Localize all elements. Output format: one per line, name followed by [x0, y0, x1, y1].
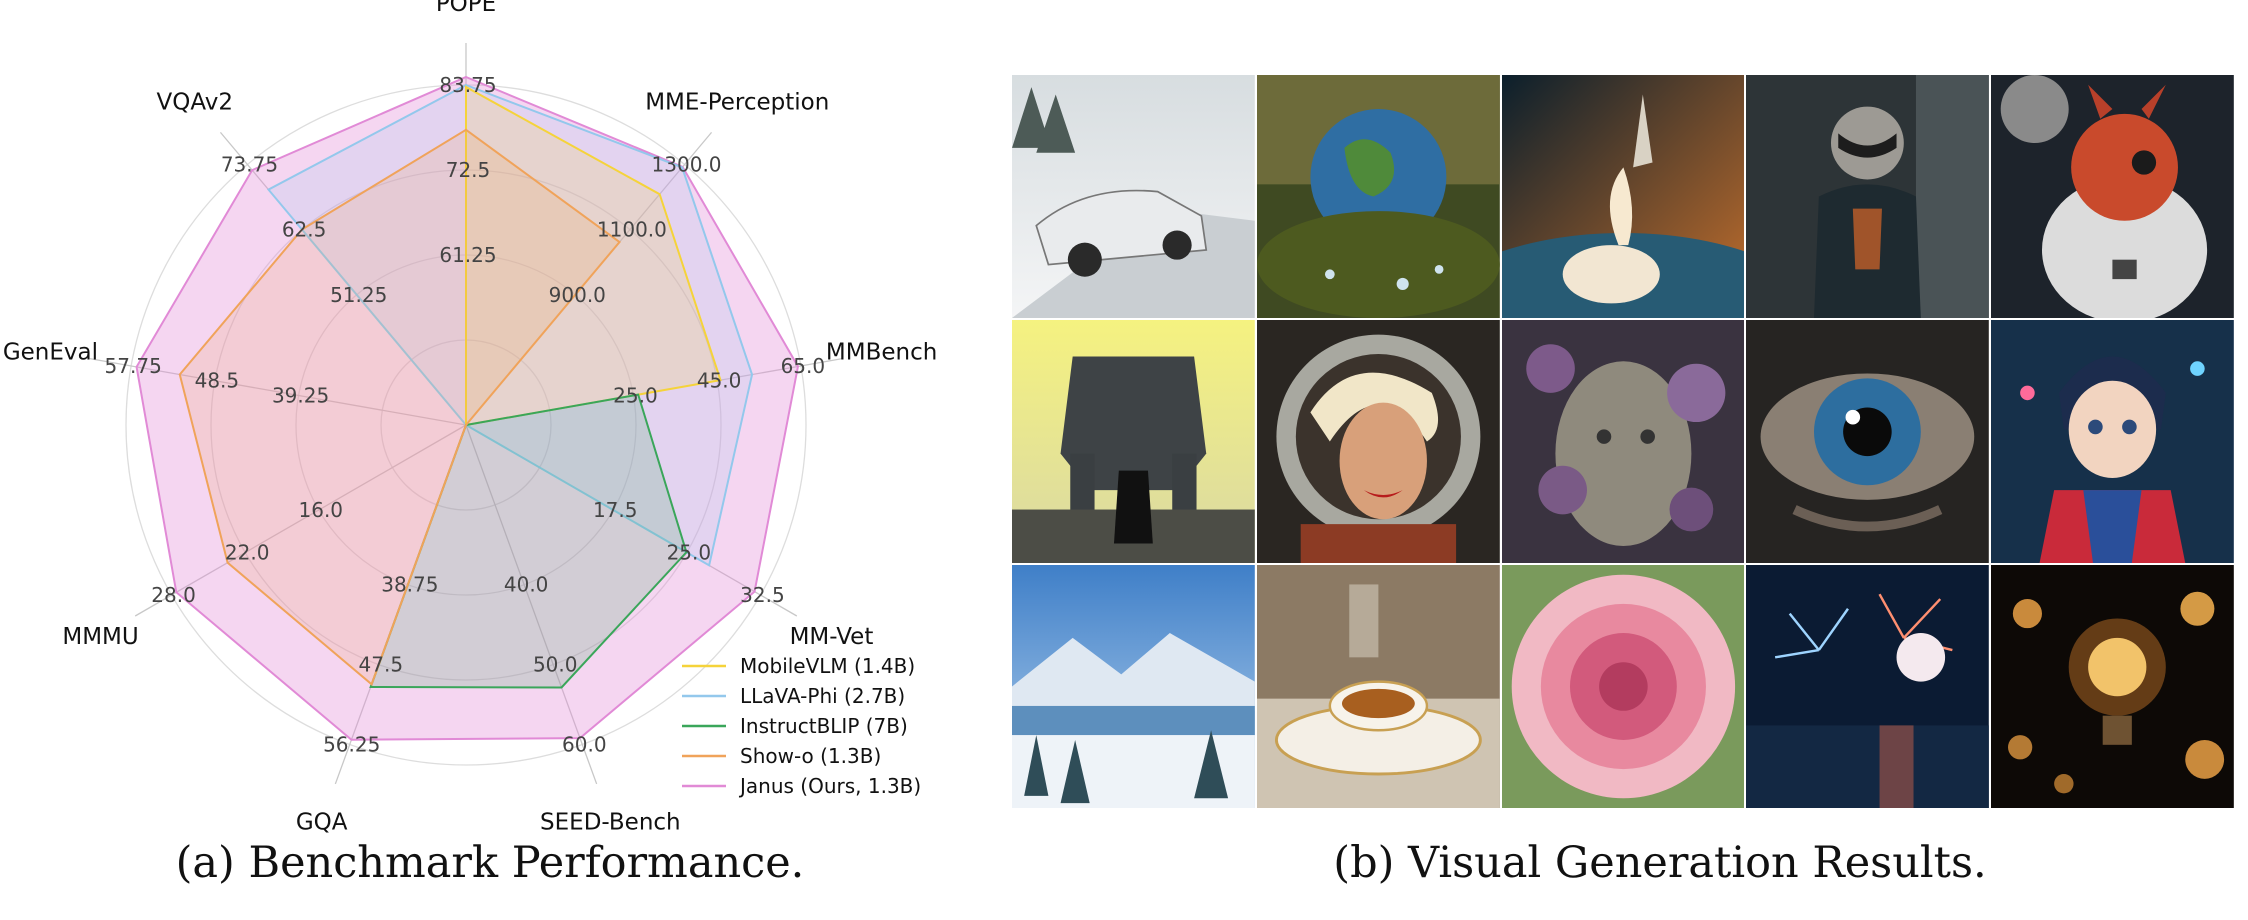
axis-label-mme-perception: MME-Perception — [645, 90, 829, 116]
tick-label: 57.75 — [105, 354, 162, 378]
tick-label: 60.0 — [562, 732, 607, 756]
tile-anime-boy — [1990, 319, 2235, 564]
tick-label: 61.25 — [439, 243, 496, 267]
axis-label-pope: POPE — [436, 0, 496, 17]
tick-label: 73.75 — [221, 153, 278, 177]
tick-label: 1300.0 — [652, 153, 722, 177]
tile-floral-face — [1500, 319, 1746, 564]
axis-line-mmmu — [134, 424, 467, 617]
axis-line-seed-bench — [465, 424, 598, 785]
tile-rocket-launch — [1500, 74, 1746, 319]
axis-label-seed-bench: SEED-Bench — [540, 810, 681, 835]
tick-label: 17.5 — [593, 498, 638, 522]
axis-label-vqav2: VQAv2 — [157, 90, 233, 116]
tile-giant-robot — [1011, 319, 1256, 564]
tick-label: 56.25 — [323, 732, 380, 756]
axis-line-geneval — [89, 358, 467, 426]
tile-fireworks — [1745, 564, 1991, 809]
tile-dragon-astronaut — [1990, 74, 2235, 319]
tile-close-up-eye — [1745, 319, 1991, 564]
tick-label: 51.25 — [330, 283, 387, 307]
tile-woman-astronaut-helmet — [1255, 319, 1501, 564]
axis-label-mm-vet: MM-Vet — [790, 624, 874, 650]
legend-label-instructblip-7b: InstructBLIP (7B) — [740, 714, 908, 738]
tile-snowy-mountains — [1011, 564, 1256, 809]
axis-label-gqa: GQA — [296, 810, 348, 835]
radar-chart: 61.25 72.5 83.75 900.0 1100.0 1300.0 25.0 45.0 6… — [3, 0, 937, 835]
tile-earth-on-moss — [1255, 74, 1501, 319]
tick-label: 65.0 — [781, 354, 826, 378]
caption-benchmark-performance: (a) Benchmark Performance. — [175, 838, 805, 888]
generated-images-grid — [1011, 74, 2235, 809]
tile-cup-of-tea — [1255, 564, 1501, 809]
tick-label: 1100.0 — [597, 218, 667, 242]
legend-label-janus-ours-1-3b: Janus (Ours, 1.3B) — [738, 774, 921, 798]
tick-label: 25.0 — [613, 383, 658, 407]
tick-label: 16.0 — [299, 498, 344, 522]
radar-series — [135, 75, 800, 741]
tick-label: 39.25 — [272, 383, 329, 407]
axis-label-geneval: GenEval — [3, 340, 98, 366]
legend-label-show-o-1-3b: Show-o (1.3B) — [740, 744, 881, 768]
series-janus-ours-1-3b — [135, 75, 800, 741]
tick-label: 900.0 — [549, 283, 606, 307]
series-mobilevlm-1-4b — [465, 85, 722, 427]
tile-pink-flower — [1500, 564, 1746, 809]
tick-label: 50.0 — [533, 653, 578, 677]
tick-label: 48.5 — [195, 369, 240, 393]
tick-label: 62.5 — [282, 218, 327, 242]
legend-label-llava-phi-2-7b: LLaVA-Phi (2.7B) — [740, 684, 905, 708]
tick-label: 47.5 — [359, 653, 404, 677]
tick-label: 25.0 — [667, 541, 712, 565]
axis-label-mmbench: MMBench — [826, 340, 937, 366]
legend-label-mobilevlm-1-4b: MobileVLM (1.4B) — [740, 654, 915, 678]
tick-label: 32.5 — [740, 583, 785, 607]
tick-label: 45.0 — [697, 369, 742, 393]
tile-raccoon-in-coat — [1745, 74, 1991, 319]
axis-label-mmmu: MMMU — [62, 624, 138, 650]
tile-light-bulb-bokeh — [1990, 564, 2235, 809]
tile-white-sports-car — [1011, 74, 1256, 319]
tick-label: 22.0 — [225, 541, 270, 565]
radar-tick-labels: 61.25 72.5 83.75 900.0 1100.0 1300.0 25.0 45.0 6… — [105, 73, 826, 756]
series-llava-phi-2-7b — [266, 83, 754, 567]
tick-label: 38.75 — [381, 573, 438, 597]
tick-label: 72.5 — [446, 158, 491, 182]
caption-visual-generation-results: (b) Visual Generation Results. — [1333, 838, 1987, 888]
radar-axis-labels: POPE MME-Perception MMBench MM-Vet SEED-Benc… — [3, 0, 937, 835]
tick-label: 40.0 — [504, 573, 549, 597]
series-show-o-1-3b — [178, 128, 621, 687]
tick-label: 83.75 — [439, 73, 496, 97]
tick-label: 28.0 — [151, 583, 196, 607]
chart-legend: MobileVLM (1.4B) LLaVA-Phi (2.7B) Instruct… — [682, 654, 921, 798]
